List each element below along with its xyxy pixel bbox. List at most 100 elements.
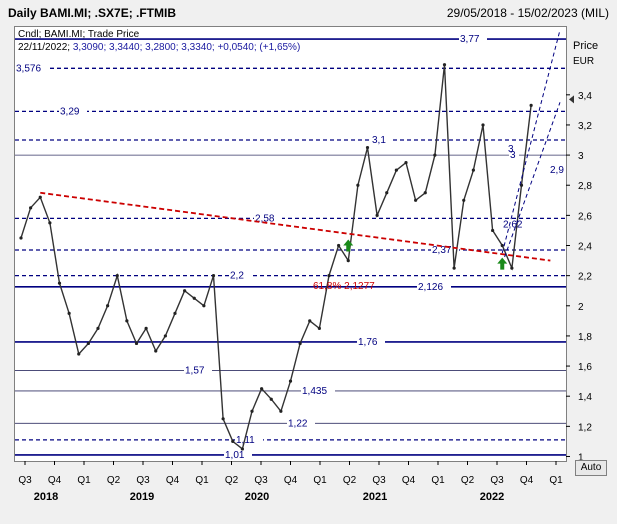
price-point <box>240 447 244 451</box>
level-label-bg <box>229 268 251 281</box>
x-tick-label: Q4 <box>402 475 416 486</box>
x-tick-label: Q3 <box>372 475 386 486</box>
level-label-bg <box>371 133 393 146</box>
level-label: 1,01 <box>225 450 245 461</box>
year-label: 2022 <box>480 491 504 503</box>
level-label: 1,435 <box>302 386 327 397</box>
level-label-bg <box>184 363 212 376</box>
price-point <box>202 304 206 308</box>
channel-label: 3 <box>508 144 514 155</box>
level-label: 3,77 <box>460 34 480 45</box>
price-point <box>442 63 447 67</box>
price-point <box>394 168 398 172</box>
level-label: 3,1 <box>372 135 386 146</box>
price-point <box>134 341 139 346</box>
x-tick-label: Q3 <box>136 475 150 486</box>
x-tick-label: Q4 <box>166 475 180 486</box>
price-point <box>423 191 427 195</box>
y-tick-label: 2,4 <box>578 242 592 253</box>
level-label: 2,58 <box>255 213 275 224</box>
price-point <box>510 266 514 270</box>
y-tick-label: 1,2 <box>578 422 592 433</box>
price-point <box>115 274 119 278</box>
level-label: 1,22 <box>288 418 308 429</box>
level-label-bg <box>287 416 315 429</box>
level-label: 3,576 <box>16 63 41 74</box>
y-tick-label: 2,2 <box>578 272 592 283</box>
level-label-bg <box>357 334 385 347</box>
price-point <box>154 349 158 353</box>
price-point <box>192 296 196 300</box>
price-point <box>500 243 504 248</box>
price-point <box>96 326 100 330</box>
x-tick-label: Q4 <box>284 475 298 486</box>
price-point <box>77 352 81 356</box>
year-label: 2020 <box>245 491 269 503</box>
price-point <box>414 198 418 202</box>
price-point <box>317 326 321 330</box>
buy-signal-arrow-icon <box>497 257 508 270</box>
y-tick-label: 1,4 <box>578 392 592 403</box>
price-point <box>260 387 264 391</box>
y-axis-title: Price <box>573 40 598 52</box>
plot-area[interactable] <box>14 26 567 462</box>
price-point <box>125 319 129 323</box>
channel-label: 2,62 <box>503 219 523 230</box>
price-point <box>462 198 466 202</box>
date-range: 29/05/2018 - 15/02/2023 (MIL) <box>446 6 609 20</box>
y-tick-label: 2,6 <box>578 211 592 222</box>
level-label: 2,126 <box>418 282 443 293</box>
price-point <box>250 409 254 413</box>
price-point <box>221 417 225 421</box>
x-tick-label: Q1 <box>77 475 91 486</box>
y-tick-label: 2 <box>578 302 584 313</box>
x-tick-label: Q4 <box>48 475 62 486</box>
price-point <box>452 266 456 270</box>
price-point <box>404 161 408 165</box>
price-point <box>519 183 524 187</box>
price-point <box>163 334 167 338</box>
x-tick-label: Q1 <box>431 475 445 486</box>
y-tick-label: 3,2 <box>578 121 592 132</box>
y-tick-label: 3,4 <box>578 91 592 102</box>
price-point <box>491 228 495 233</box>
price-point <box>106 304 110 308</box>
price-point <box>529 103 533 107</box>
x-tick-label: Q3 <box>490 475 504 486</box>
price-point <box>308 319 312 323</box>
price-point <box>48 221 52 225</box>
level-label-bg <box>224 447 252 460</box>
price-point <box>173 311 177 315</box>
x-tick-label: Q2 <box>225 475 239 486</box>
price-point <box>19 236 23 240</box>
current-price-marker-icon <box>569 95 574 104</box>
legend-box: Cndl; BAMI.MI; Trade Price 22/11/2022; 3… <box>18 28 300 54</box>
price-point <box>365 145 370 150</box>
price-point <box>86 341 90 346</box>
level-label: 2,2 <box>230 271 244 282</box>
auto-scale-button[interactable]: Auto <box>575 460 607 476</box>
y-tick-label: 1 <box>578 452 584 463</box>
x-tick-label: Q2 <box>343 475 357 486</box>
level-label: 1,57 <box>185 366 205 377</box>
price-point <box>231 439 235 444</box>
red-trendline <box>40 191 551 262</box>
channel-upper-line <box>501 29 561 254</box>
price-point <box>144 326 148 330</box>
price-point <box>183 289 187 293</box>
price-point <box>356 183 360 187</box>
year-label: 2021 <box>363 491 387 503</box>
year-label: 2019 <box>130 491 154 503</box>
legend-line-1: Cndl; BAMI.MI; Trade Price <box>18 29 140 40</box>
level-label-bg <box>235 432 263 445</box>
x-tick-label: Q2 <box>461 475 475 486</box>
level-label: 2,37 <box>432 245 452 256</box>
fib-annotation: 61,8% 2,1277 <box>313 281 375 292</box>
price-point <box>346 258 350 263</box>
price-point <box>57 281 62 285</box>
price-point <box>471 168 475 172</box>
level-label-bg <box>15 61 49 74</box>
legend-date: 22/11/2022; <box>18 42 71 53</box>
